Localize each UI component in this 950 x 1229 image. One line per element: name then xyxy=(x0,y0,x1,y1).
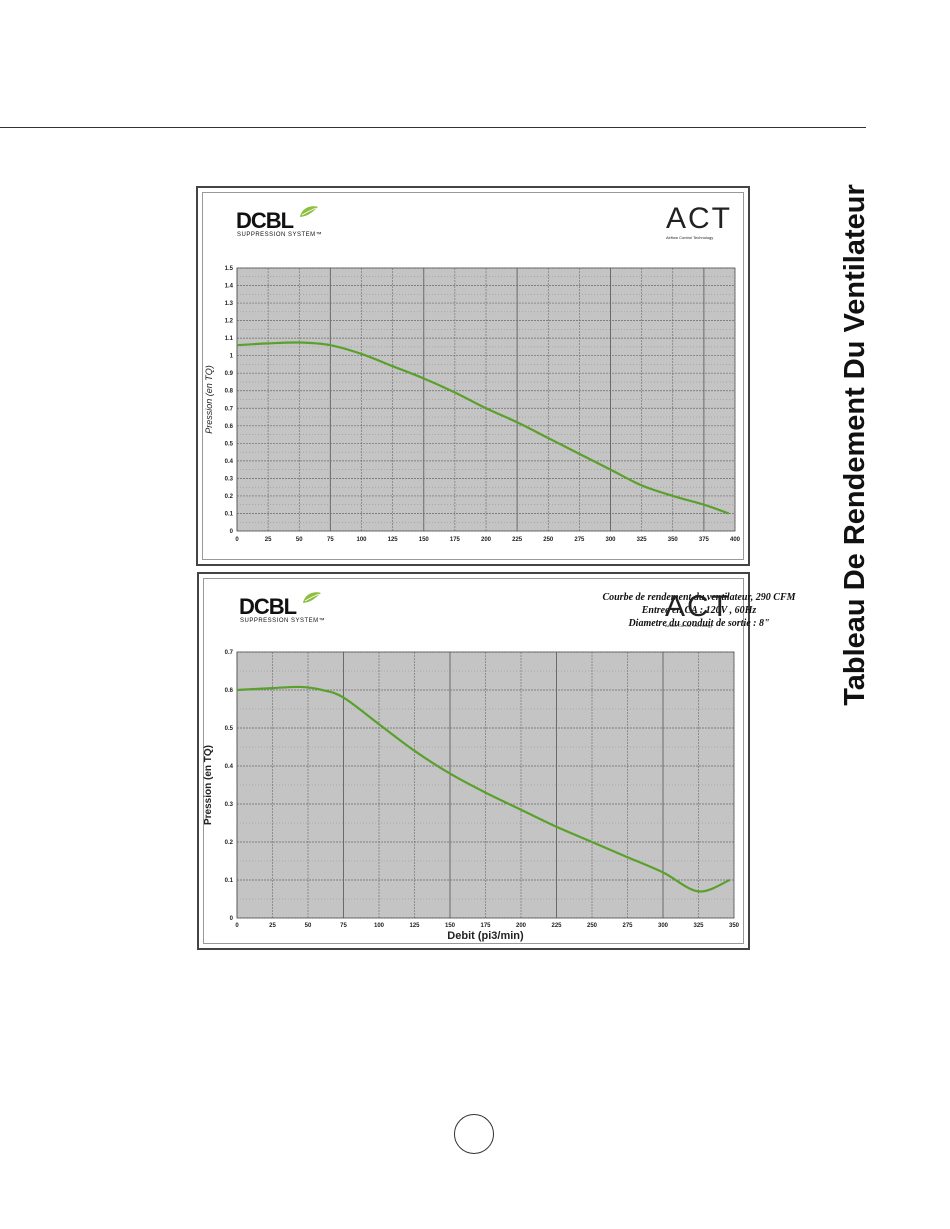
series-line xyxy=(236,685,731,893)
x-tick-label: 375 xyxy=(699,537,710,543)
y-tick-label: 0 xyxy=(230,916,234,922)
x-tick-label: 0 xyxy=(235,923,239,929)
x-tick-label: 25 xyxy=(265,537,272,543)
x-tick-label: 250 xyxy=(543,537,554,543)
x-tick-label: 325 xyxy=(637,537,648,543)
x-tick-label: 275 xyxy=(574,537,585,543)
act-logo-word: ACT xyxy=(665,590,731,623)
x-tick-label: 300 xyxy=(605,537,616,543)
y-tick-label: 0.3 xyxy=(225,802,234,808)
y-axis-label: Pression (en TQ) xyxy=(203,745,214,825)
y-tick-label: 0.5 xyxy=(225,726,234,732)
top-rule xyxy=(0,127,866,128)
act-logo-subtitle: Airflow Control Technology xyxy=(666,235,714,240)
x-tick-label: 250 xyxy=(587,923,598,929)
chart-panel-2-inner-frame xyxy=(203,578,744,944)
x-tick-label: 75 xyxy=(327,537,334,543)
y-tick-label: 0.2 xyxy=(225,494,234,500)
plot-border xyxy=(236,267,736,532)
x-tick-label: 75 xyxy=(340,923,347,929)
y-tick-label: 1.1 xyxy=(225,336,234,342)
x-tick-label: 275 xyxy=(622,923,633,929)
x-tick-label: 100 xyxy=(356,537,367,543)
y-tick-label: 0.7 xyxy=(225,650,234,656)
chart-2-header-line-2: Entree en CA : 120V , 60Hz xyxy=(641,605,757,616)
y-tick-label: 0.6 xyxy=(225,688,234,694)
x-tick-label: 400 xyxy=(730,537,741,543)
y-tick-label: 0.4 xyxy=(225,459,234,465)
chart-2-header-line-1: Courbe de rendement du ventilateur, 290 … xyxy=(602,592,796,603)
x-tick-label: 175 xyxy=(480,923,491,929)
x-tick-label: 150 xyxy=(419,537,430,543)
x-tick-label: 125 xyxy=(388,537,399,543)
y-tick-label: 0 xyxy=(230,529,234,535)
y-tick-label: 0.4 xyxy=(225,764,234,770)
x-tick-label: 125 xyxy=(409,923,420,929)
y-tick-label: 1.4 xyxy=(225,284,234,290)
x-tick-label: 0 xyxy=(235,537,239,543)
x-tick-label: 200 xyxy=(516,923,527,929)
dcbl-logo-subtitle: SUPPRESSION SYSTEM™ xyxy=(240,618,326,624)
page-side-title: Tableau De Rendement Du Ventilateur xyxy=(839,184,871,706)
leaf-icon xyxy=(303,592,321,603)
y-tick-label: 0.8 xyxy=(225,389,234,395)
y-tick-label: 0.5 xyxy=(225,441,234,447)
chart-panel-1: DCBL SUPPRESSION SYSTEM™ ACT Airflow Con… xyxy=(196,186,750,566)
y-tick-label: 0.6 xyxy=(225,424,234,430)
plot-border xyxy=(236,651,735,919)
x-tick-label: 175 xyxy=(450,537,461,543)
x-tick-label: 300 xyxy=(658,923,669,929)
y-tick-label: 0.2 xyxy=(225,840,234,846)
chart-panel-1-inner-frame xyxy=(202,192,744,560)
y-tick-label: 1.3 xyxy=(225,301,234,307)
dcbl-logo-word: DCBL xyxy=(239,594,297,619)
y-tick-label: 0.1 xyxy=(225,511,234,517)
x-tick-label: 350 xyxy=(668,537,679,543)
y-tick-label: 1.5 xyxy=(225,266,234,272)
x-tick-label: 25 xyxy=(269,923,276,929)
page-number-circle xyxy=(454,1114,494,1154)
y-tick-label: 0.7 xyxy=(225,406,234,412)
y-tick-label: 1.2 xyxy=(225,319,234,325)
x-tick-label: 225 xyxy=(551,923,562,929)
x-axis-label: Debit (pi3/min) xyxy=(447,930,524,942)
act-logo-subtitle: Airflow Control Technology xyxy=(665,623,713,628)
x-tick-label: 200 xyxy=(481,537,492,543)
x-tick-label: 100 xyxy=(374,923,385,929)
dcbl-logo-subtitle: SUPPRESSION SYSTEM™ xyxy=(237,232,323,238)
x-tick-label: 325 xyxy=(693,923,704,929)
act-logo-word: ACT xyxy=(666,202,732,235)
y-axis-label: Pression (en TQ) xyxy=(204,365,214,434)
y-tick-label: 0.1 xyxy=(225,878,234,884)
y-tick-label: 1 xyxy=(230,354,234,360)
x-tick-label: 50 xyxy=(305,923,312,929)
series-line xyxy=(236,341,730,515)
leaf-icon xyxy=(300,206,318,217)
y-tick-label: 0.3 xyxy=(225,476,234,482)
chart-2-header-line-3: Diametre du conduit de sortie : 8" xyxy=(628,618,770,629)
chart-2-svg: 0 25 50 75 100 125 150 175 200 225 250 275 300 325 350… xyxy=(203,650,740,942)
x-tick-label: 225 xyxy=(512,537,523,543)
y-tick-label: 0.9 xyxy=(225,371,234,377)
dcbl-logo-word: DCBL xyxy=(236,208,294,233)
chart-panel-2: DCBL SUPPRESSION SYSTEM™ Courbe de rende… xyxy=(197,572,796,950)
x-tick-label: 50 xyxy=(296,537,303,543)
x-tick-label: 150 xyxy=(445,923,456,929)
chart-1-svg: 0 25 50 75 100 125 150 175 200 225 250 275 300 325 350… xyxy=(204,266,741,543)
x-tick-label: 350 xyxy=(729,923,740,929)
